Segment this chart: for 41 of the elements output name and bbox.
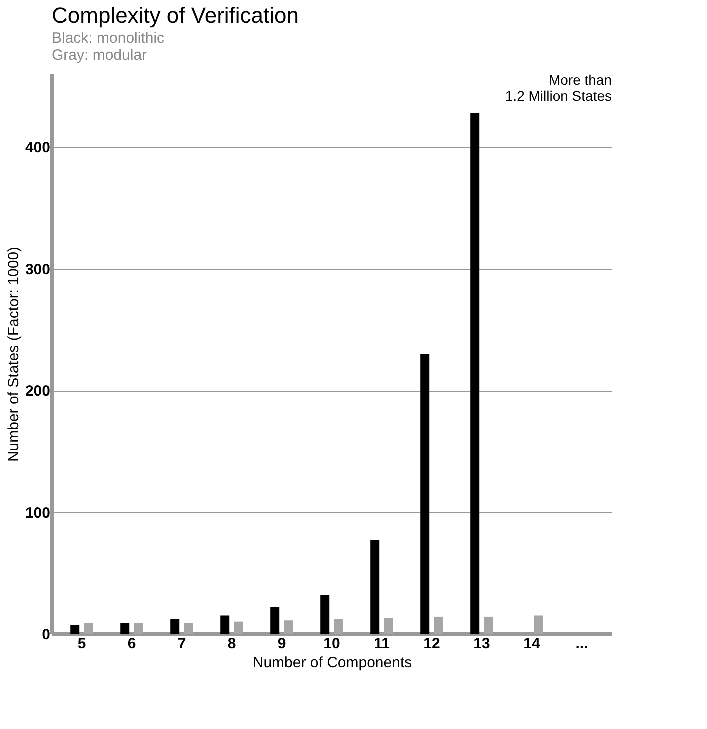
bar <box>84 623 94 634</box>
x-tick-label: 5 <box>78 636 86 652</box>
x-tick-label: 11 <box>374 636 390 652</box>
x-axis-title: Number of Components <box>252 654 412 672</box>
bar <box>234 622 244 634</box>
y-tick-label: 0 <box>42 626 50 644</box>
chart-title: Complexity of Verification <box>52 3 299 28</box>
x-tick-label: 10 <box>324 636 340 652</box>
bar <box>370 540 380 634</box>
annotation: More than 1.2 Million States <box>505 72 612 104</box>
x-tick-label: 9 <box>278 636 286 652</box>
bar <box>434 616 444 634</box>
bar <box>120 623 130 634</box>
y-tick-label: 400 <box>25 140 50 157</box>
y-tick-label: 300 <box>25 261 50 278</box>
bar <box>134 623 144 634</box>
bar <box>220 616 230 634</box>
bar <box>534 616 544 634</box>
bar <box>170 619 180 634</box>
text: Gray: modular <box>52 47 148 64</box>
x-tick-label: 8 <box>228 636 236 652</box>
y-axis-title: Number of States (Factor: 1000) <box>5 246 22 462</box>
bar <box>420 354 430 634</box>
x-tick-label: 6 <box>128 636 136 652</box>
bar <box>384 618 394 634</box>
y-tick-label: 100 <box>25 504 50 522</box>
text: Black: monolithic <box>52 30 165 47</box>
x-tick-label: 12 <box>424 636 440 652</box>
x-tick-label: ... <box>576 636 588 652</box>
bar <box>270 607 280 634</box>
bar <box>484 616 494 634</box>
y-tick-label: 200 <box>25 383 50 400</box>
bar <box>334 619 344 634</box>
bar <box>70 625 80 634</box>
bar <box>284 620 294 634</box>
x-tick-label: 7 <box>178 636 186 652</box>
bar <box>320 595 330 634</box>
bar <box>470 112 480 634</box>
bar <box>184 623 194 634</box>
x-tick-label: 14 <box>524 636 541 652</box>
x-tick-label: 13 <box>474 636 490 652</box>
